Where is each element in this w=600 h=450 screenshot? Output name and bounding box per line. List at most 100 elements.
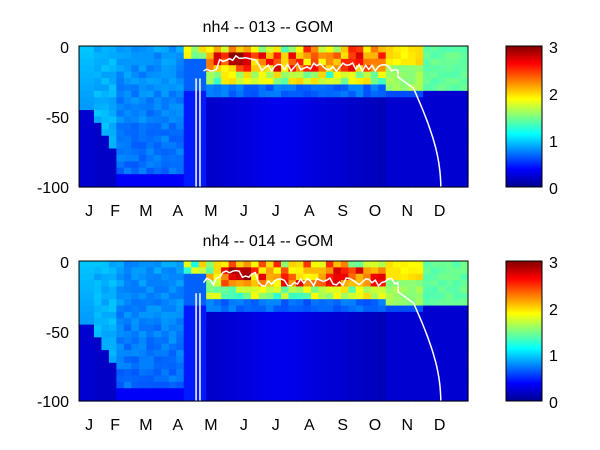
heatmap-cell: [370, 343, 379, 351]
heatmap-cell: [243, 46, 252, 54]
heatmap-cell: [146, 286, 155, 294]
heatmap-cell: [355, 46, 364, 54]
heatmap-cell: [191, 135, 200, 143]
heatmap-cell: [183, 84, 192, 92]
heatmap-cell: [131, 273, 140, 281]
heatmap-cell: [393, 286, 402, 294]
heatmap-cell: [153, 46, 162, 54]
heatmap-cell: [318, 299, 327, 307]
heatmap-cell: [251, 103, 260, 111]
heatmap-cell: [370, 356, 379, 364]
heatmap-cell: [161, 343, 170, 351]
heatmap-cell: [295, 174, 305, 182]
heatmap-cell: [385, 58, 394, 66]
heatmap-cell: [86, 180, 95, 188]
heatmap-cell: [191, 369, 200, 377]
heatmap-cell: [430, 299, 439, 307]
heatmap-cell: [93, 318, 103, 326]
heatmap-cell: [183, 148, 192, 156]
heatmap-cell: [310, 97, 319, 105]
heatmap-cell: [325, 46, 334, 54]
heatmap-cell: [393, 388, 402, 396]
heatmap-cell: [378, 388, 387, 396]
heatmap-cell: [266, 103, 275, 111]
heatmap-cell: [213, 356, 222, 364]
heatmap-cell: [460, 362, 469, 370]
heatmap-cell: [146, 267, 155, 275]
heatmap-cell: [138, 305, 147, 313]
heatmap-cell: [325, 103, 334, 111]
heatmap-cell: [266, 331, 275, 338]
heatmap-cell: [273, 129, 282, 137]
heatmap-cell: [266, 180, 275, 188]
heatmap-cell: [303, 305, 312, 313]
heatmap-cell: [310, 180, 319, 188]
heatmap-cell: [153, 261, 162, 268]
heatmap-cell: [460, 161, 469, 169]
heatmap-cell: [295, 305, 305, 313]
heatmap-cell: [123, 350, 132, 358]
heatmap-cell: [251, 350, 260, 358]
heatmap-cell: [79, 381, 88, 389]
heatmap-cell: [228, 362, 237, 370]
heatmap-cell: [138, 267, 147, 275]
heatmap-cell: [266, 97, 275, 105]
heatmap-cell: [176, 65, 185, 73]
heatmap-cell: [251, 84, 260, 92]
heatmap-cell: [430, 58, 439, 66]
heatmap-cell: [228, 286, 237, 294]
heatmap-cell: [355, 103, 364, 111]
heatmap-cell: [108, 280, 117, 288]
heatmap-cell: [378, 46, 387, 54]
heatmap-cell: [378, 311, 387, 319]
heatmap-cell: [355, 375, 364, 383]
heatmap-cell: [213, 122, 222, 130]
heatmap-cell: [280, 84, 290, 92]
x-tick-label: J: [272, 203, 280, 220]
heatmap-cell: [191, 46, 200, 54]
heatmap-cell: [348, 286, 357, 294]
heatmap-cell: [243, 110, 252, 118]
heatmap-cell: [310, 167, 319, 175]
heatmap-cell: [288, 311, 297, 319]
heatmap-cell: [430, 267, 439, 275]
heatmap-cell: [333, 71, 342, 79]
heatmap-cell: [153, 174, 162, 182]
heatmap-cell: [206, 103, 215, 111]
heatmap-cell: [348, 71, 357, 79]
heatmap-cell: [206, 311, 215, 319]
heatmap-cell: [363, 381, 372, 389]
heatmap-cell: [251, 299, 260, 307]
heatmap-cell: [445, 311, 454, 319]
heatmap-cell: [161, 324, 170, 332]
heatmap-cell: [198, 292, 207, 300]
heatmap-cell: [236, 299, 245, 307]
heatmap-cell: [348, 343, 357, 351]
heatmap-cell: [79, 292, 88, 300]
heatmap-cell: [303, 110, 312, 118]
heatmap-cell: [453, 148, 462, 156]
heatmap-cell: [370, 311, 379, 319]
heatmap-cell: [415, 286, 424, 294]
overlay-line: [203, 54, 442, 188]
heatmap-cell: [206, 46, 215, 54]
heatmap-cell: [355, 299, 364, 307]
heatmap-cell: [168, 280, 177, 288]
heatmap-cell: [258, 292, 267, 300]
colorbar-tick-label: 1: [549, 134, 558, 151]
heatmap-cell: [138, 261, 147, 268]
heatmap-cell: [258, 46, 267, 54]
heatmap-cell: [430, 394, 439, 402]
heatmap-cell: [93, 267, 103, 275]
heatmap-cell: [423, 90, 432, 98]
heatmap-cell: [213, 116, 222, 124]
heatmap-cell: [153, 161, 162, 169]
heatmap-cell: [161, 261, 170, 268]
heatmap-cell: [400, 286, 409, 294]
heatmap-cell: [453, 375, 462, 383]
heatmap-cell: [198, 337, 207, 345]
heatmap-cell: [355, 154, 364, 162]
heatmap-cell: [378, 350, 387, 358]
heatmap-cell: [355, 129, 364, 137]
heatmap-cell: [138, 280, 147, 288]
